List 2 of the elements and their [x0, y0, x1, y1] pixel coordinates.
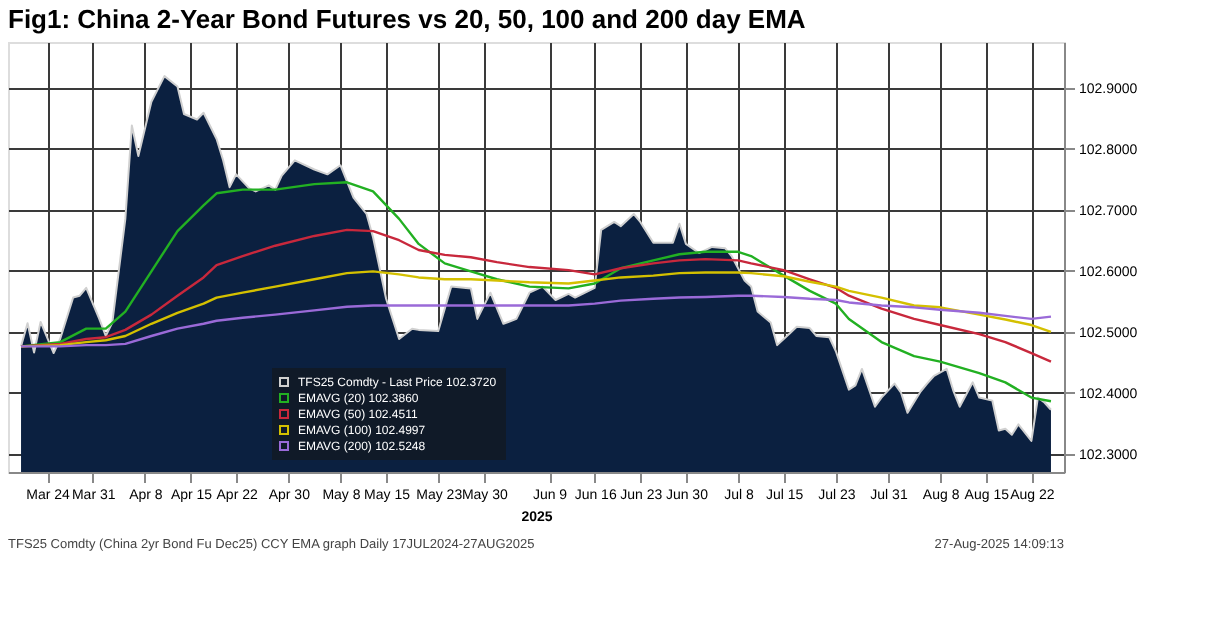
line-series — [19, 294, 1053, 348]
chart-title: Fig1: China 2-Year Bond Futures vs 20, 50, 100 and 200 day EMA — [8, 4, 807, 34]
